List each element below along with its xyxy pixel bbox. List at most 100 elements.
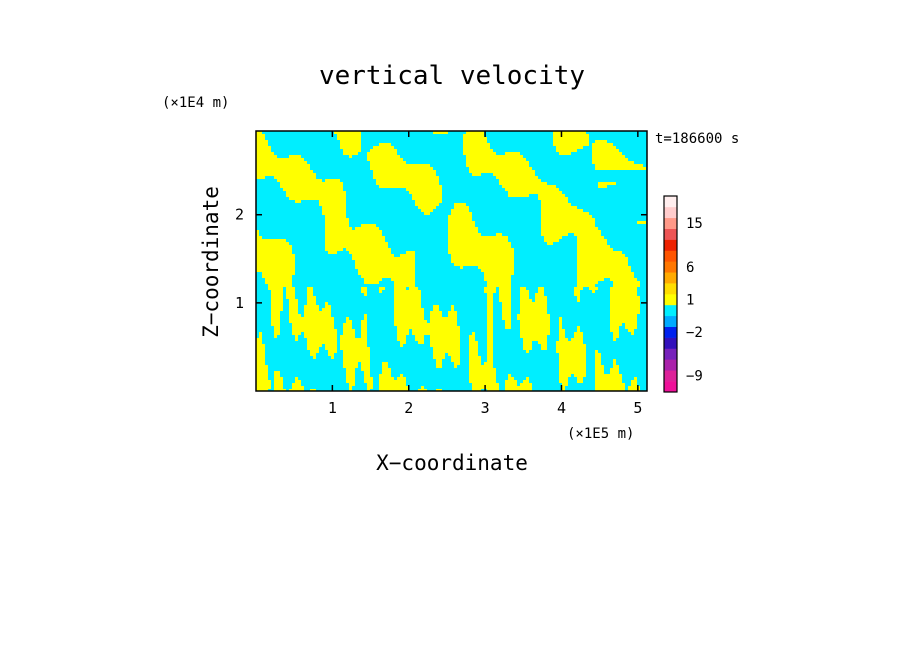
field-cell [325,248,343,251]
field-cell [487,359,493,362]
x-tick-label: 5 [633,399,642,417]
field-cell [343,332,355,335]
field-cell [496,233,502,236]
field-cell [454,263,514,266]
field-cell [523,347,532,350]
field-cell [547,242,553,245]
field-cell [451,254,514,257]
field-cell [487,293,493,296]
field-cell [520,305,547,308]
field-cell [487,344,493,347]
field-cell [394,284,415,287]
field-cell [520,329,550,332]
field-cell [274,326,280,329]
field-cell [256,386,271,389]
field-cell [349,389,352,391]
field-cell [454,365,457,368]
field-cell [346,380,355,383]
field-cell [505,389,532,391]
field-cell [574,374,586,377]
field-cell [271,299,283,302]
field-cell [577,329,580,332]
field-cell [463,134,484,137]
field-cell [433,347,460,350]
field-cell [553,137,589,140]
field-cell [256,359,265,362]
field-cell [430,311,442,314]
y-tick-label: 1 [235,294,244,312]
field-cell [349,386,352,389]
field-cell [286,293,295,296]
field-cell [409,287,418,290]
field-cell [430,317,457,320]
field-cell [379,185,442,188]
field-cell [379,389,409,391]
colorbar-segment [664,261,677,273]
field-cell [541,224,595,227]
field-cell [307,296,316,299]
field-cell [505,188,559,191]
x-tick-label: 3 [481,399,490,417]
field-cell [367,383,373,386]
field-cell [256,374,268,377]
field-cell [256,176,265,179]
field-cell [274,329,280,332]
field-cell [256,140,268,143]
field-cell [421,386,424,389]
field-cell [592,161,634,164]
field-cell [286,194,346,197]
field-cell [487,296,493,299]
field-cell [592,290,595,293]
field-cell [352,254,394,257]
field-cell [274,377,283,380]
field-cell [487,284,511,287]
field-cell [322,212,346,215]
chart-title: vertical velocity [319,61,585,91]
field-cell [487,389,499,391]
field-cell [310,389,316,391]
field-cell [361,365,370,368]
field-cell [256,341,262,344]
field-cell [346,374,355,377]
field-cell [505,383,517,386]
field-cell [466,155,523,158]
field-cell [274,389,286,391]
field-cell [463,143,490,146]
field-cell [271,296,283,299]
field-cell [469,335,475,338]
field-cell [355,266,415,269]
field-cell [379,383,406,386]
field-cell [343,353,370,356]
field-cell [595,377,622,380]
field-cell [451,359,460,362]
field-cell [379,143,391,146]
field-cell [499,179,541,182]
field-cell [271,308,283,311]
field-cell [436,365,442,368]
field-cell [595,386,625,389]
field-cell [319,200,346,203]
field-cell [310,353,316,356]
field-cell [505,323,511,326]
field-cell [256,356,265,359]
field-cell [595,374,622,377]
field-cell [541,212,589,215]
field-cell [382,362,388,365]
field-cell [418,389,427,391]
field-cell [523,344,532,347]
field-cell [307,290,313,293]
field-cell [592,143,613,146]
colorbar-segment [664,370,677,382]
field-cell [487,281,511,284]
field-cell [613,338,616,341]
field-cell [448,236,508,239]
field-cell [613,281,640,284]
field-cell [292,332,301,335]
field-cell [631,380,637,383]
field-cell [265,281,292,284]
field-cell [412,329,460,332]
field-cell [289,314,301,317]
field-cell [577,296,580,299]
field-cell [610,311,640,314]
field-cell [535,299,547,302]
